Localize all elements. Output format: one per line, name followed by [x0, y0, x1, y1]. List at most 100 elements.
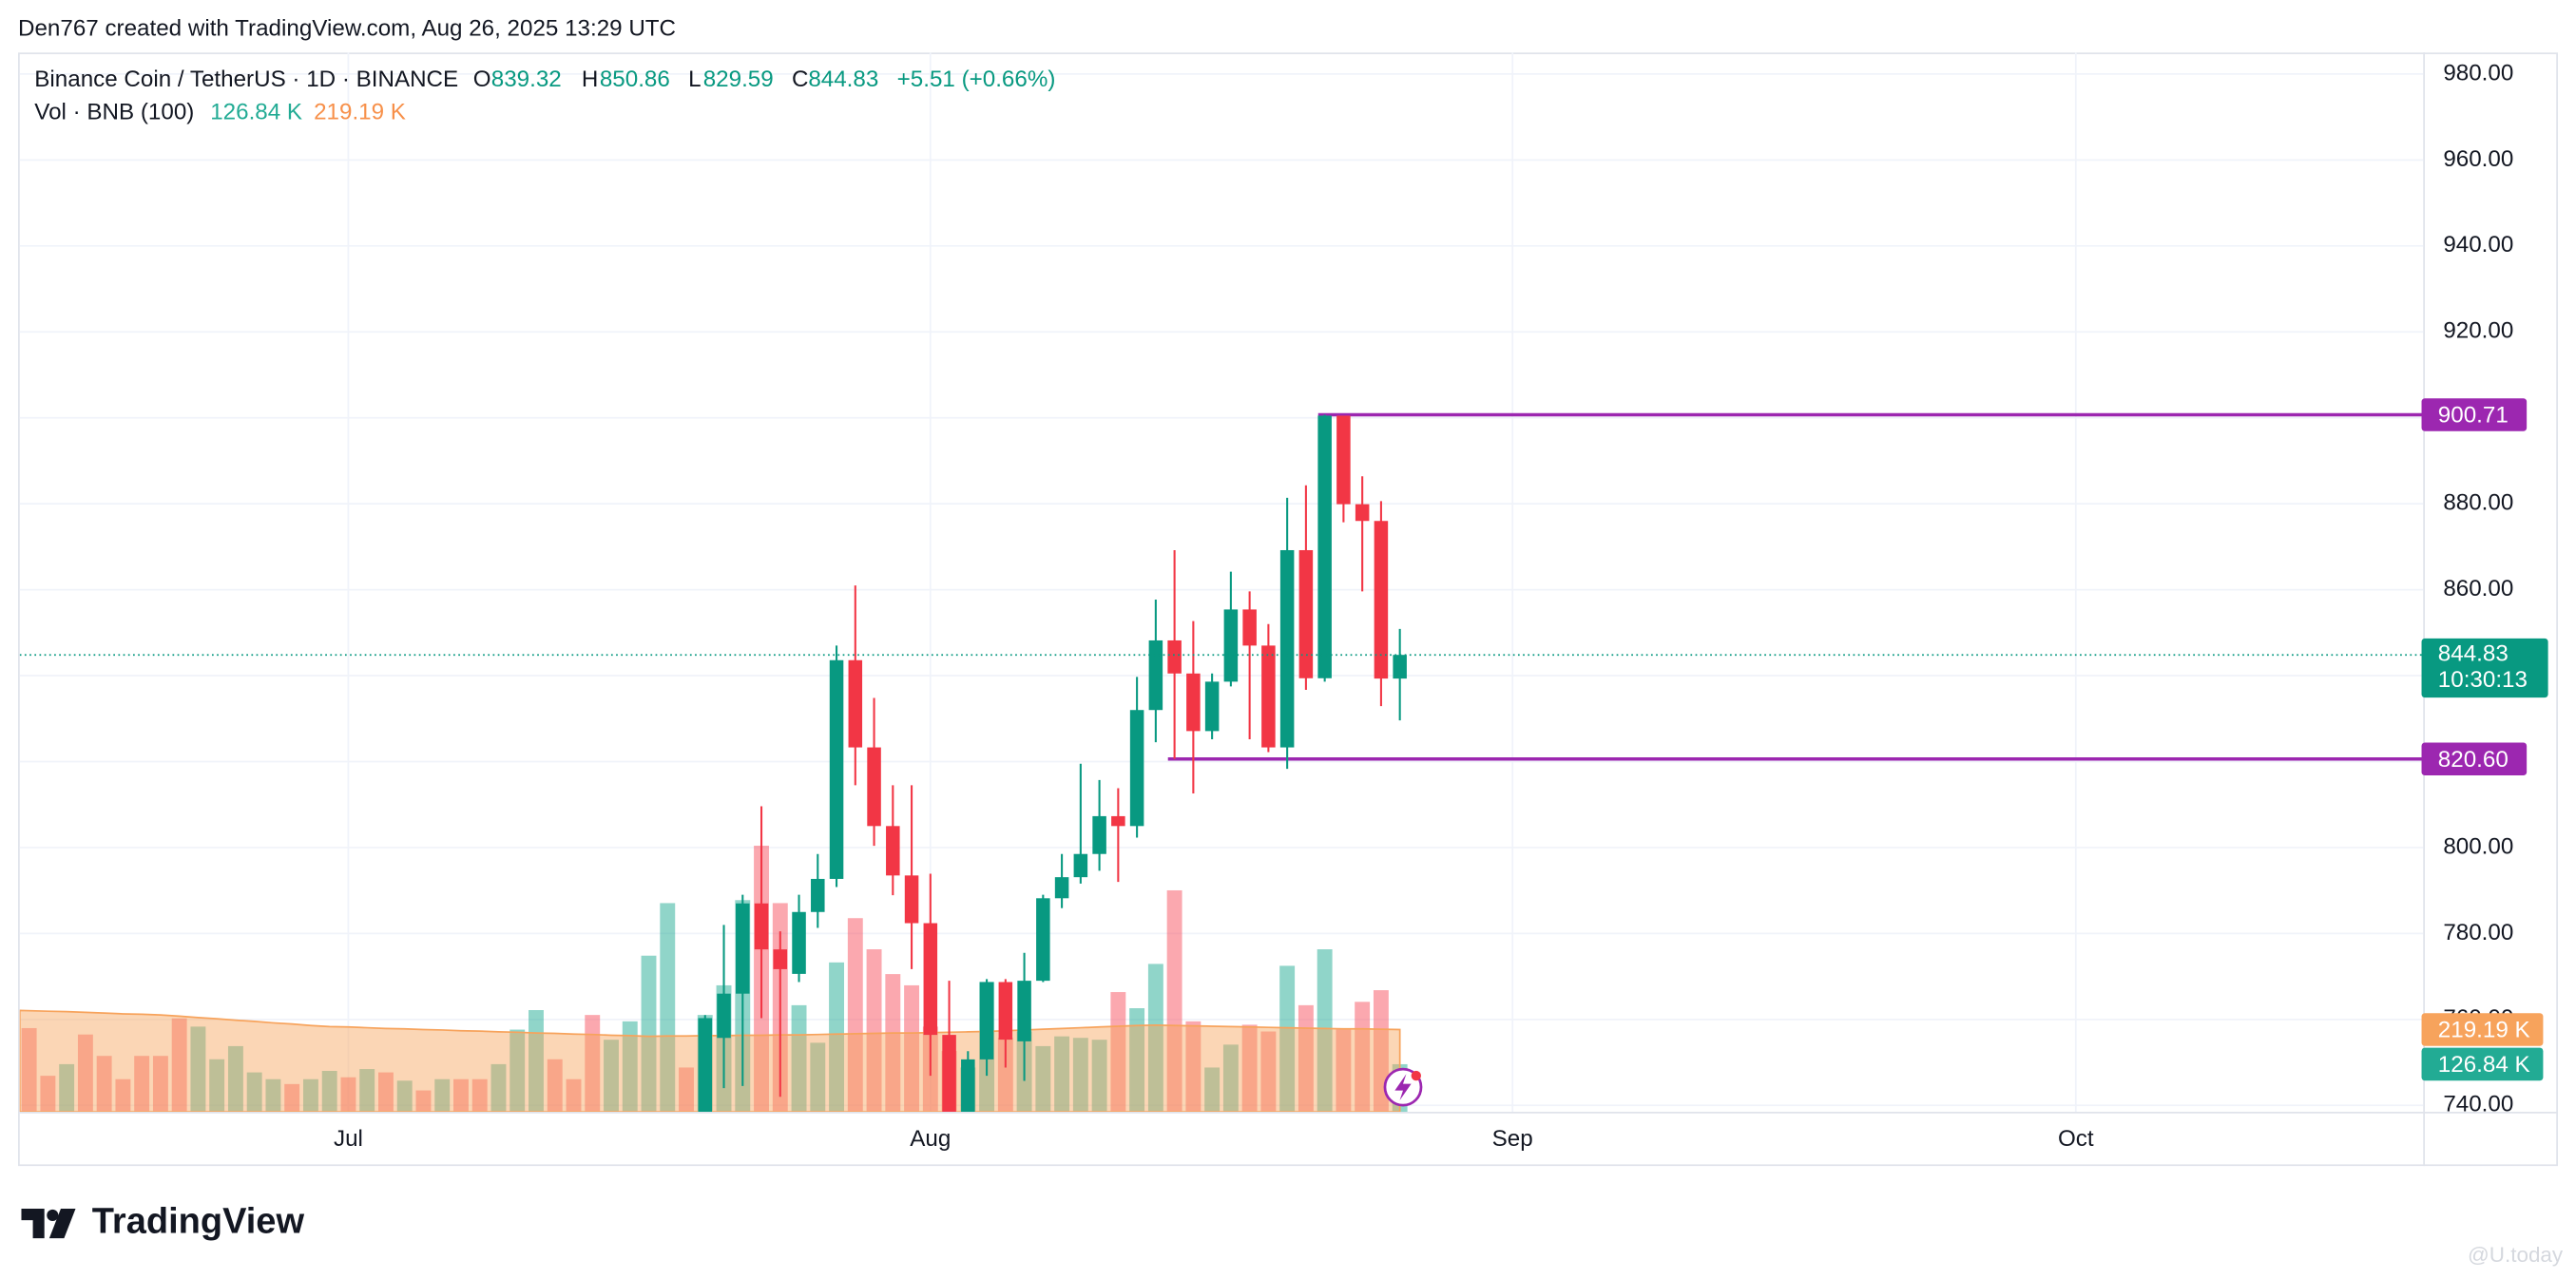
- ohlc-label: H: [582, 67, 598, 92]
- chart-frame: [18, 52, 2558, 1167]
- volume-bar: [1147, 964, 1163, 1113]
- ohlc-label: L: [688, 67, 701, 92]
- volume-bar: [529, 1010, 544, 1113]
- grid: [19, 52, 2424, 1113]
- volume-bar: [904, 984, 920, 1113]
- last-price-tag: [2421, 638, 2548, 698]
- volume-bar: [490, 1063, 507, 1113]
- volume-bar: [829, 962, 844, 1113]
- volume-bar: [1222, 1044, 1239, 1113]
- volume-bar: [284, 1083, 300, 1113]
- volume-bar: [321, 1071, 337, 1113]
- volume-bar: [1035, 1045, 1051, 1113]
- volume-bar: [885, 974, 901, 1113]
- volume-bar: [302, 1079, 318, 1113]
- volume-bar: [152, 1056, 168, 1113]
- volume-bar: [96, 1056, 112, 1113]
- candle-body: [1054, 877, 1069, 899]
- candle-body: [848, 659, 863, 748]
- volume-ma-value: 219.19 K: [314, 100, 406, 125]
- volume-bar: [791, 1004, 807, 1113]
- y-tick-label: 860.00: [2443, 576, 2513, 601]
- candle-body: [829, 659, 844, 879]
- volume-bar: [190, 1026, 206, 1113]
- ohlc-value: 829.59: [703, 67, 774, 92]
- volume-bar: [59, 1063, 75, 1113]
- axes: 740.00760.00780.00800.00820.00840.00860.…: [334, 60, 2548, 1152]
- ohlc-label: C: [792, 67, 808, 92]
- volume-bar: [134, 1056, 150, 1113]
- price-tag-label: 900.71: [2438, 403, 2509, 429]
- candle-body: [1261, 645, 1276, 748]
- candle-body: [698, 1018, 713, 1113]
- volume-bar: [359, 1069, 375, 1113]
- candle-body: [1073, 853, 1088, 878]
- ohlc-value: 844.83: [808, 67, 878, 92]
- candle-body: [736, 903, 750, 994]
- plot-area: [19, 412, 2424, 1113]
- candle-body: [1336, 415, 1351, 505]
- price-tag: [2421, 742, 2528, 776]
- volume-bar: [585, 1015, 601, 1113]
- candle-body: [1148, 640, 1163, 711]
- volume-bar: [115, 1079, 131, 1113]
- volume-name: Vol · BNB (100): [34, 100, 194, 125]
- volume-bar: [1317, 949, 1333, 1113]
- volume-value: 126.84 K: [210, 100, 302, 125]
- y-tick-label: 980.00: [2443, 60, 2513, 86]
- candle-body: [1036, 898, 1050, 982]
- y-tick-label: 800.00: [2443, 833, 2513, 859]
- volume-bar: [227, 1045, 243, 1113]
- y-tick-label: 740.00: [2443, 1092, 2513, 1117]
- candle-body: [773, 949, 788, 969]
- volume-tag-label: 219.19 K: [2438, 1018, 2530, 1043]
- candle-body: [998, 982, 1013, 1040]
- volume-bar: [471, 1079, 488, 1113]
- volume-bar: [378, 1072, 394, 1113]
- brand-name: TradingView: [92, 1202, 305, 1242]
- candle-body: [979, 982, 994, 1059]
- volume-tag: [2421, 1013, 2544, 1046]
- candle-body: [1204, 681, 1220, 732]
- byline: Den767 created with TradingView.com, Aug…: [18, 16, 676, 42]
- legend: Binance Coin / TetherUS · 1D · BINANCE O…: [34, 67, 1055, 125]
- candle-body: [867, 747, 881, 827]
- volume-bar: [810, 1042, 826, 1113]
- volume-bar: [246, 1072, 262, 1113]
- x-tick-label: Oct: [2058, 1126, 2094, 1152]
- ohlc-label: O: [473, 67, 491, 92]
- volume-bar: [679, 1067, 694, 1113]
- volume-bar: [1091, 1040, 1107, 1113]
- volume-bar: [77, 1034, 93, 1113]
- last-price-label: 844.83: [2438, 641, 2509, 667]
- volume-bar: [21, 1027, 37, 1113]
- volume-bar: [265, 1079, 281, 1113]
- candle-body: [1355, 504, 1370, 522]
- volume-bar: [566, 1079, 582, 1113]
- volume-bar: [604, 1040, 619, 1113]
- volume-bar: [509, 1029, 526, 1113]
- volume-bar: [396, 1080, 413, 1113]
- volume-bar: [547, 1059, 563, 1113]
- y-tick-label: 880.00: [2443, 490, 2513, 516]
- change: +5.51 (+0.66%): [897, 67, 1056, 92]
- candle-body: [754, 903, 769, 950]
- candle-body: [1374, 521, 1389, 679]
- volume-bar: [1298, 1004, 1314, 1113]
- volume-bar: [997, 1038, 1013, 1113]
- volume-bar: [866, 949, 882, 1113]
- countdown: 10:30:13: [2438, 667, 2528, 693]
- y-tick-label: 780.00: [2443, 920, 2513, 945]
- volume-bar: [453, 1079, 469, 1113]
- volume-bar: [1110, 992, 1126, 1113]
- volume-bar: [1166, 889, 1182, 1113]
- candle-body: [1298, 549, 1314, 678]
- volume-bar: [40, 1076, 56, 1113]
- volume-bar: [415, 1090, 432, 1113]
- candle-body: [1092, 815, 1106, 854]
- price-tag-label: 820.60: [2438, 747, 2509, 773]
- volume-bar: [1054, 1036, 1070, 1113]
- volume-bar: [1185, 1021, 1201, 1113]
